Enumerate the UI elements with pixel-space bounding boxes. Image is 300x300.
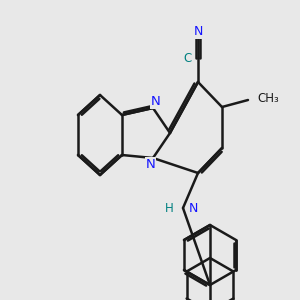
Text: N: N [146, 158, 155, 171]
Text: N: N [188, 202, 198, 214]
Text: N: N [193, 25, 203, 38]
Text: H: H [165, 202, 173, 214]
Text: C: C [183, 52, 191, 64]
Text: N: N [151, 95, 160, 108]
Text: CH₃: CH₃ [258, 92, 279, 105]
